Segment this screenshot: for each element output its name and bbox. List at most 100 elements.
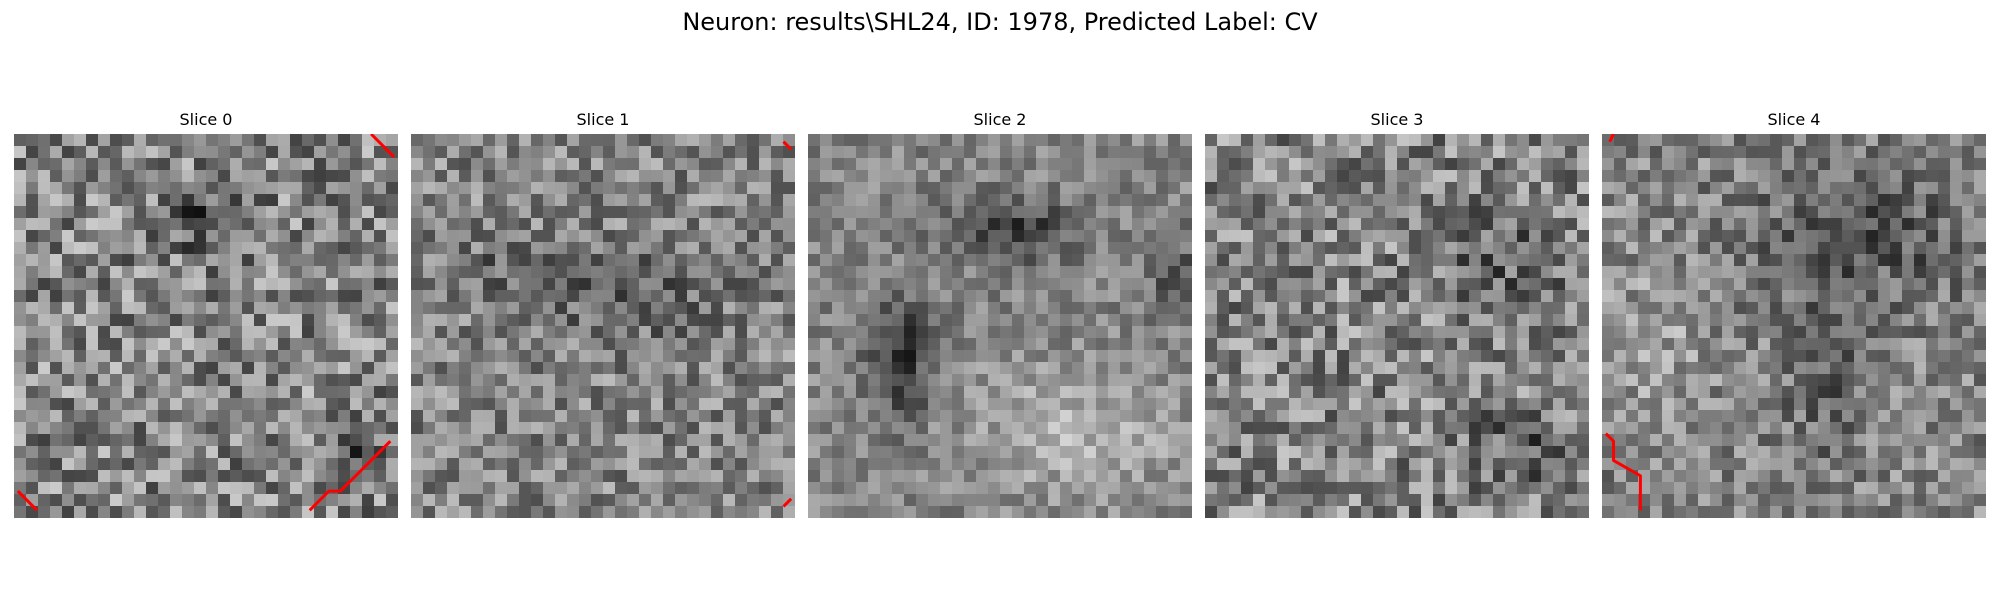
slice-3-pixel bbox=[1409, 470, 1422, 483]
slice-1-pixel bbox=[459, 278, 472, 291]
slice-2-pixel bbox=[1060, 386, 1073, 399]
slice-3-pixel bbox=[1301, 290, 1314, 303]
slice-3-pixel bbox=[1229, 218, 1242, 231]
slice-4-pixel bbox=[1794, 422, 1807, 435]
slice-2-pixel bbox=[1084, 326, 1097, 339]
slice-4-pixel bbox=[1686, 146, 1699, 159]
slice-0-pixel bbox=[386, 386, 398, 399]
slice-2-pixel bbox=[1120, 374, 1133, 387]
slice-1-pixel bbox=[579, 146, 592, 159]
slice-2-pixel bbox=[940, 434, 953, 447]
slice-3-pixel bbox=[1241, 326, 1254, 339]
slice-2-pixel bbox=[1180, 410, 1192, 423]
slice-0-pixel bbox=[338, 218, 351, 231]
slice-1-pixel bbox=[723, 398, 736, 411]
slice-0-pixel bbox=[122, 386, 135, 399]
slice-1-pixel bbox=[519, 350, 532, 363]
slice-2-pixel bbox=[892, 386, 905, 399]
slice-1-pixel bbox=[447, 470, 460, 483]
slice-4-pixel bbox=[1722, 350, 1735, 363]
slice-2-pixel bbox=[1108, 314, 1121, 327]
slice-0-pixel bbox=[158, 146, 171, 159]
slice-2-pixel bbox=[952, 410, 965, 423]
slice-1-pixel bbox=[483, 146, 496, 159]
slice-4-pixel bbox=[1830, 134, 1843, 147]
slice-2-pixel bbox=[964, 278, 977, 291]
slice-2-pixel bbox=[880, 458, 893, 471]
slice-2-pixel bbox=[820, 182, 833, 195]
slice-4-pixel bbox=[1950, 230, 1963, 243]
slice-3-pixel bbox=[1361, 206, 1374, 219]
slice-4-pixel bbox=[1878, 314, 1891, 327]
slice-4-pixel bbox=[1734, 302, 1747, 315]
slice-4-pixel bbox=[1890, 338, 1903, 351]
slice-4-pixel bbox=[1614, 206, 1627, 219]
slice-2-pixel bbox=[1024, 194, 1037, 207]
slice-3-pixel bbox=[1385, 194, 1398, 207]
slice-0-pixel bbox=[314, 242, 327, 255]
slice-2-pixel bbox=[1156, 206, 1169, 219]
slice-4-pixel bbox=[1698, 302, 1711, 315]
slice-2-pixel bbox=[1132, 290, 1145, 303]
slice-4-pixel bbox=[1938, 266, 1951, 279]
slice-3-pixel bbox=[1385, 242, 1398, 255]
slice-2-pixel bbox=[856, 434, 869, 447]
slice-3-pixel bbox=[1397, 242, 1410, 255]
slice-0-pixel bbox=[230, 170, 243, 183]
slice-4-pixel bbox=[1614, 266, 1627, 279]
slice-4-pixel bbox=[1686, 134, 1699, 147]
slice-0-pixel bbox=[170, 350, 183, 363]
slice-3-pixel bbox=[1241, 290, 1254, 303]
slice-2-pixel bbox=[1048, 374, 1061, 387]
slice-2-pixel bbox=[1168, 482, 1181, 495]
slice-2-pixel bbox=[928, 266, 941, 279]
slice-4-pixel bbox=[1782, 302, 1795, 315]
slice-0-pixel bbox=[182, 350, 195, 363]
slice-1-pixel bbox=[639, 134, 652, 147]
slice-4-pixel bbox=[1710, 398, 1723, 411]
slice-0-pixel bbox=[14, 506, 27, 518]
slice-4-pixel bbox=[1962, 386, 1975, 399]
slice-3-pixel bbox=[1541, 230, 1554, 243]
slice-3-pixel bbox=[1241, 242, 1254, 255]
slice-1-pixel bbox=[471, 254, 484, 267]
slice-2-pixel bbox=[988, 482, 1001, 495]
slice-2-pixel bbox=[1000, 266, 1013, 279]
slice-3-pixel bbox=[1205, 386, 1218, 399]
slice-2-pixel bbox=[868, 470, 881, 483]
slice-1-pixel bbox=[519, 506, 532, 518]
slice-4-pixel bbox=[1926, 386, 1939, 399]
slice-2-pixel bbox=[808, 218, 821, 231]
slice-2-pixel bbox=[1036, 398, 1049, 411]
slice-2-pixel bbox=[856, 314, 869, 327]
slice-3-pixel bbox=[1325, 482, 1338, 495]
slice-3-pixel bbox=[1421, 326, 1434, 339]
slice-1-pixel bbox=[699, 206, 712, 219]
slice-4-pixel bbox=[1794, 458, 1807, 471]
slice-1-pixel bbox=[447, 278, 460, 291]
slice-1-pixel bbox=[591, 242, 604, 255]
slice-3-pixel bbox=[1565, 206, 1578, 219]
slice-3-pixel bbox=[1433, 182, 1446, 195]
slice-1-pixel bbox=[771, 446, 784, 459]
slice-0-pixel bbox=[362, 134, 375, 147]
slice-1-pixel bbox=[783, 278, 795, 291]
slice-1-pixel bbox=[615, 302, 628, 315]
slice-3-pixel bbox=[1421, 314, 1434, 327]
slice-4-pixel bbox=[1854, 434, 1867, 447]
slice-4-pixel bbox=[1698, 398, 1711, 411]
slice-0-pixel bbox=[230, 182, 243, 195]
slice-1-pixel bbox=[483, 410, 496, 423]
slice-3-pixel bbox=[1421, 374, 1434, 387]
slice-3-pixel bbox=[1529, 134, 1542, 147]
slice-0-pixel bbox=[290, 386, 303, 399]
slice-3-pixel bbox=[1205, 482, 1218, 495]
slice-0-pixel bbox=[38, 470, 51, 483]
slice-2-pixel bbox=[856, 302, 869, 315]
slice-2-pixel bbox=[1012, 434, 1025, 447]
slice-4-pixel bbox=[1734, 146, 1747, 159]
slice-3-pixel bbox=[1529, 494, 1542, 507]
slice-2-pixel bbox=[1120, 302, 1133, 315]
slice-0-pixel bbox=[314, 326, 327, 339]
slice-3-pixel bbox=[1313, 194, 1326, 207]
